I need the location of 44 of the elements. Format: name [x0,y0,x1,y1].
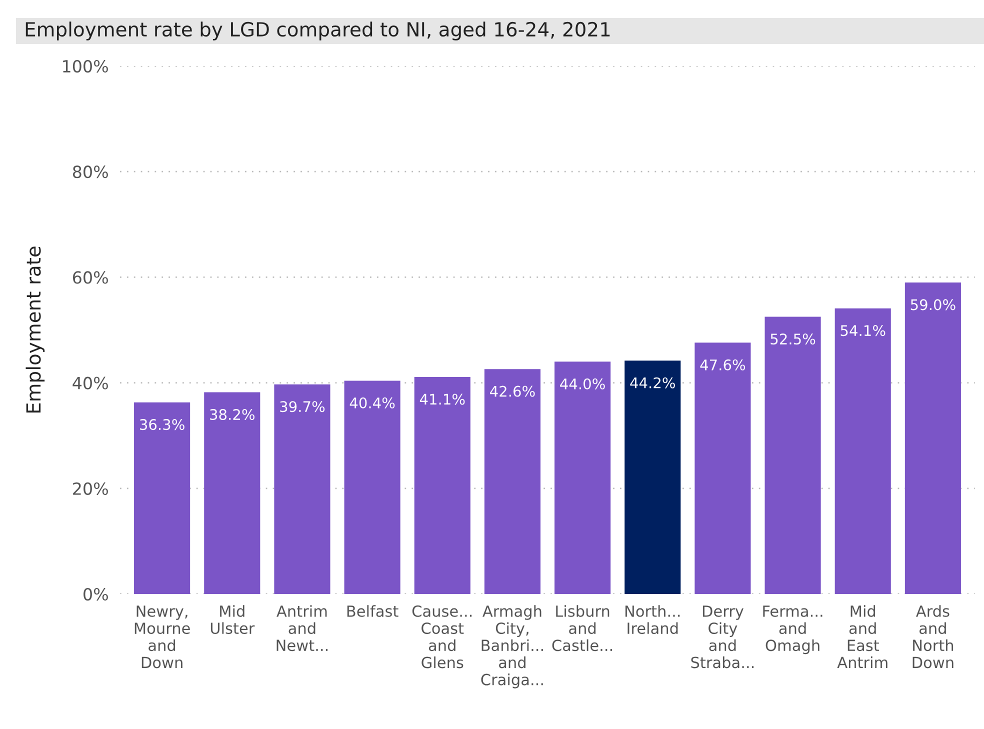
data-label: 47.6% [700,359,746,370]
y-tick-label: 100% [63,60,108,73]
data-label: 44.2% [630,377,675,388]
data-label: 44.0% [560,378,605,390]
x-tick-label: Ards and North Down [912,605,954,668]
bar [274,384,330,594]
x-tick-label: Mid Ulster [210,605,255,634]
bar [764,316,821,594]
data-label: 54.1% [840,325,886,336]
bar [904,282,961,594]
bar [554,362,611,594]
y-tick-label: 60% [73,271,108,284]
x-tick-label: Lisburn and Castle... [552,605,612,652]
bar [484,369,540,594]
x-tick-label: Ferma... and Omagh [763,606,822,654]
bar [204,392,260,594]
bar [694,342,751,594]
data-label: 36.3% [140,419,184,430]
data-label: 41.1% [420,394,465,405]
x-tick-label: Cause... Coast and Glens [412,605,472,668]
y-tick-label: 20% [73,482,108,495]
x-tick-label: Armagh City, Banbri... and Craiga... [481,605,543,688]
data-label: 39.7% [280,401,325,412]
bar [344,380,400,594]
bar [834,308,891,594]
x-tick-label: Newry, Mourne and Down [134,606,190,668]
y-tick-label: 80% [72,166,108,178]
y-tick-label: 0% [84,588,108,601]
data-label: 40.4% [350,397,395,408]
data-label: 42.6% [490,386,535,397]
x-tick-label: Derry City and Straba... [691,606,754,668]
data-label: 59.0% [910,299,956,310]
bar [134,402,190,594]
data-label: 52.5% [770,334,816,345]
x-tick-label: Antrim and Newt... [276,605,328,652]
bar [414,376,470,594]
chart-title: Employment rate by LGD compared to NI, aged 16-24, 2021 [26,22,610,40]
x-tick-label: Belfast [347,605,398,617]
bar [624,360,681,594]
x-tick-label: North... Ireland [625,605,680,634]
data-label: 38.2% [210,409,254,420]
y-tick-label: 40% [72,376,108,390]
y-axis-title: Employment rate [26,246,45,413]
x-tick-label: Mid and East Antrim [837,605,888,668]
